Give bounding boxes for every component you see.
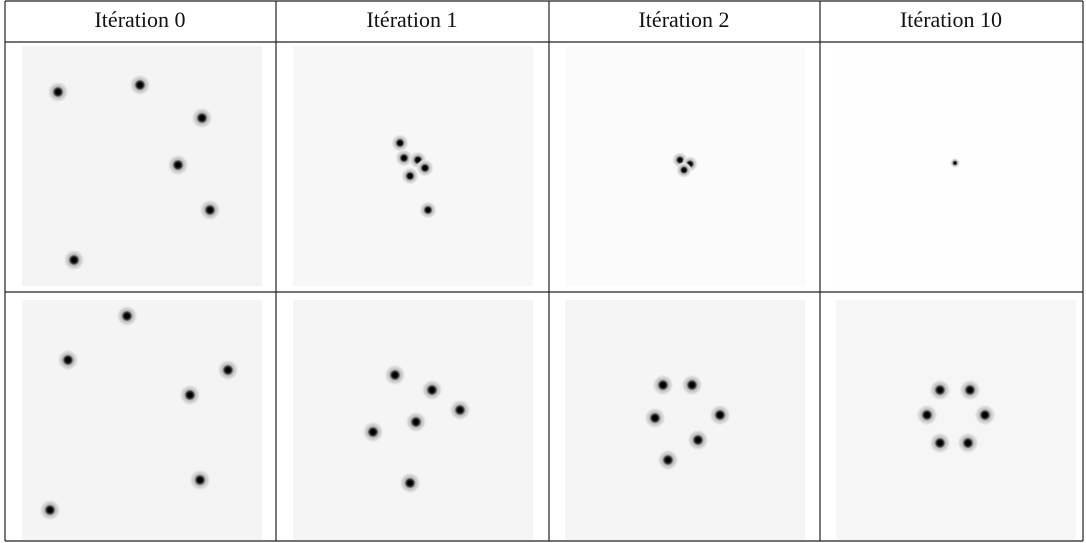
spot-core	[47, 507, 53, 513]
spot-core	[407, 480, 413, 486]
spot-core	[967, 387, 973, 393]
spot-core	[937, 440, 943, 446]
spot-core	[197, 477, 203, 483]
spot-core	[423, 166, 427, 170]
column-header: Itération 1	[366, 7, 457, 32]
spot-core	[665, 457, 671, 463]
spot-core	[175, 162, 181, 168]
spot-core	[124, 313, 130, 319]
spot-core	[660, 382, 666, 388]
spot-core	[689, 382, 695, 388]
spot-core	[207, 207, 213, 213]
image-panel	[836, 300, 1076, 540]
spot-core	[924, 412, 930, 418]
spot-core	[398, 141, 402, 145]
spot-core	[71, 257, 77, 263]
spot-core	[937, 387, 943, 393]
image-panel	[565, 300, 805, 540]
table-rules	[4, 0, 1084, 542]
spot-core	[429, 387, 435, 393]
spot-core	[137, 82, 143, 88]
spot-core	[392, 372, 398, 378]
spot-core	[199, 115, 205, 121]
image-grid	[22, 46, 1076, 540]
spot-core	[413, 419, 419, 425]
spot-core	[416, 158, 420, 162]
spot-core	[55, 89, 61, 95]
spot-core	[457, 407, 463, 413]
spot-core	[408, 174, 412, 178]
spot-core	[426, 208, 430, 212]
spot-core	[652, 415, 658, 421]
spot-core	[717, 412, 723, 418]
column-header: Itération 10	[900, 7, 1002, 32]
spot-core	[678, 158, 682, 162]
spot-core	[953, 161, 957, 165]
spot-core	[370, 429, 376, 435]
spot-core	[695, 437, 701, 443]
spot-core	[225, 367, 231, 373]
spot-core	[65, 357, 71, 363]
spot-core	[682, 168, 686, 172]
column-header: Itération 0	[94, 7, 185, 32]
spot-core	[402, 156, 406, 160]
image-panel	[22, 300, 262, 540]
spot-core	[982, 412, 988, 418]
spot-core	[965, 440, 971, 446]
spot-core	[187, 392, 193, 398]
column-header: Itération 2	[638, 7, 729, 32]
